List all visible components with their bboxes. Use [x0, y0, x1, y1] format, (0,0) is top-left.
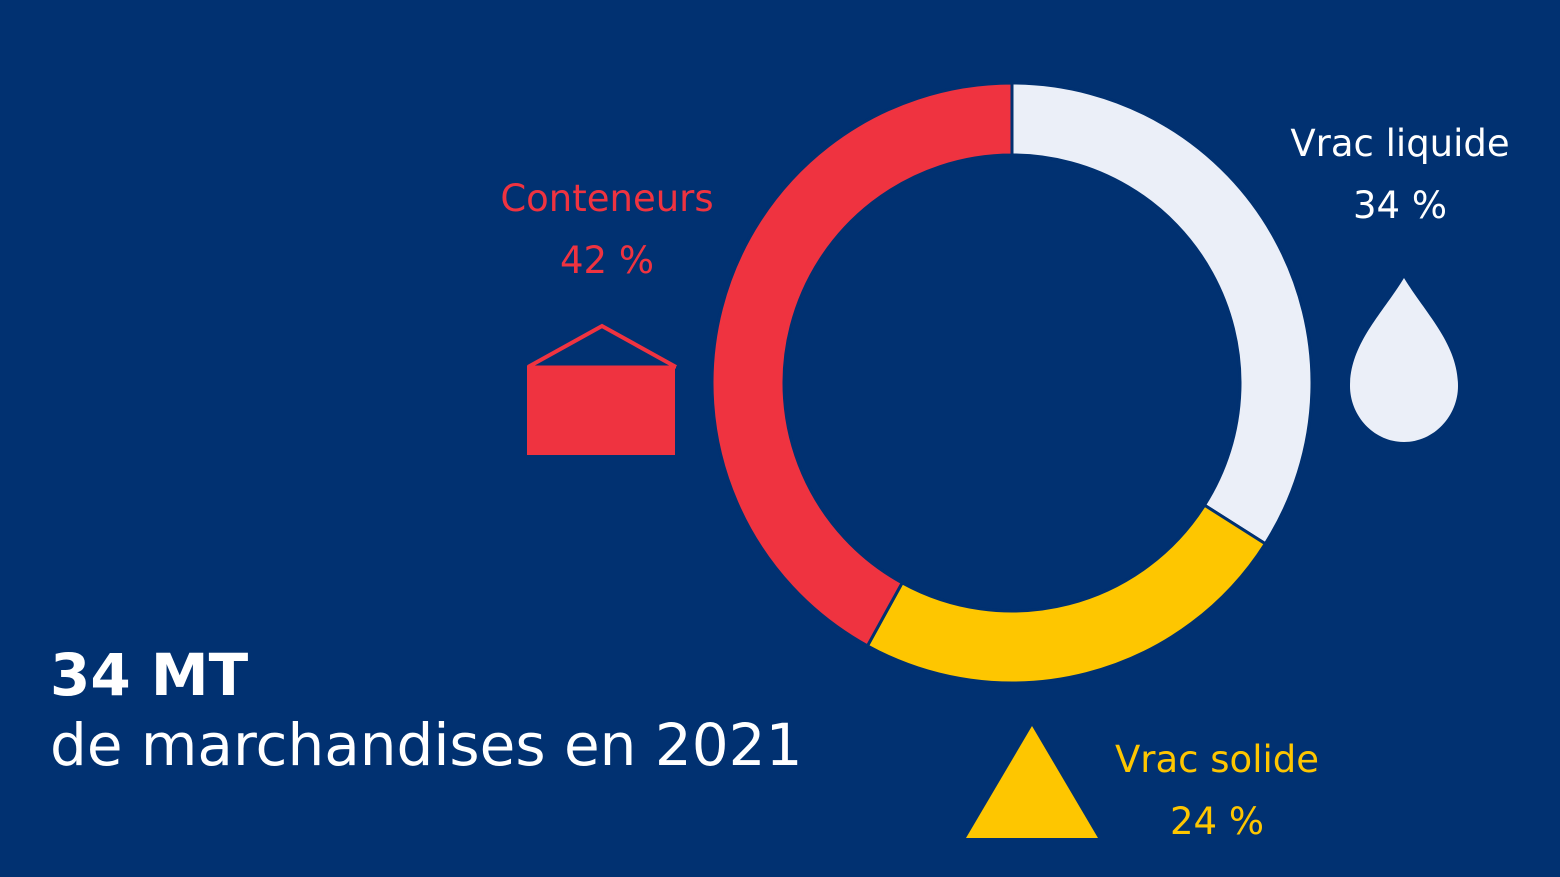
slice-name-conteneurs: Conteneurs	[500, 177, 714, 220]
headline-value: 34 MT	[50, 641, 249, 709]
headline: 34 MT de marchandises en 2021	[50, 640, 802, 780]
slice-name-vrac-liquide: Vrac liquide	[1290, 122, 1510, 165]
triangle-icon	[966, 726, 1098, 838]
slice-value-conteneurs: 42 %	[560, 239, 654, 282]
donut-slices	[710, 81, 1314, 685]
donut-slice-vrac-solide	[865, 503, 1268, 685]
headline-caption: de marchandises en 2021	[50, 711, 803, 779]
label-conteneurs: Conteneurs 42 %	[467, 168, 747, 292]
label-vrac-solide: Vrac solide 24 %	[1077, 729, 1357, 853]
droplet-icon	[1350, 278, 1458, 442]
label-vrac-liquide: Vrac liquide 34 %	[1260, 113, 1540, 237]
container-icon	[527, 323, 677, 455]
donut-slice-conteneurs	[710, 81, 1014, 648]
slice-name-vrac-solide: Vrac solide	[1114, 738, 1320, 781]
slice-value-vrac-solide: 24 %	[1170, 800, 1264, 843]
donut-slice-vrac-liquide	[1010, 81, 1314, 546]
slice-value-vrac-liquide: 34 %	[1353, 184, 1447, 227]
